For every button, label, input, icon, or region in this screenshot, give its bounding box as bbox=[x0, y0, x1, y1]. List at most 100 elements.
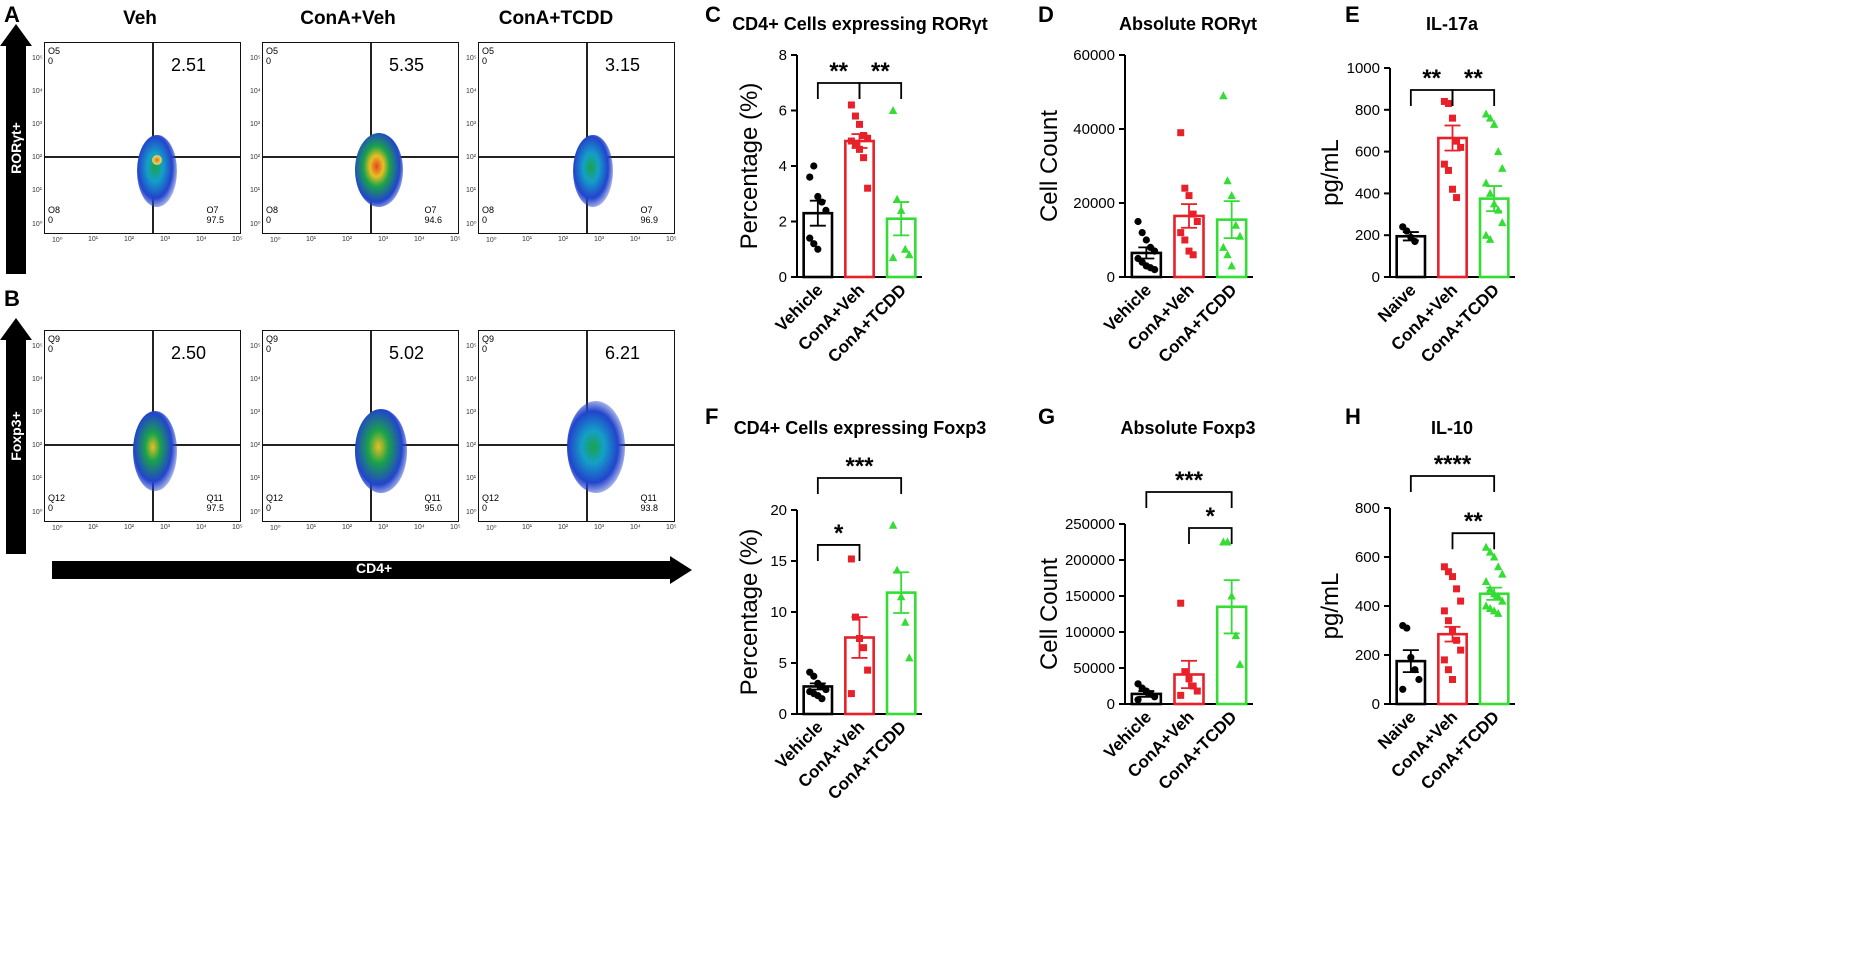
ror-axis-arrow bbox=[0, 24, 32, 274]
data-point bbox=[1444, 166, 1452, 174]
flow-y-tick-label: 10⁴ bbox=[466, 88, 477, 95]
quadrant-label: Q9 bbox=[266, 334, 279, 344]
data-point bbox=[1231, 220, 1241, 229]
quadrant-value: 0 bbox=[266, 215, 272, 225]
flow-y-tick-label: 10⁵ bbox=[466, 55, 477, 62]
data-point bbox=[1489, 606, 1499, 615]
data-point bbox=[1444, 666, 1452, 674]
flow-y-tick-label: 10⁰ bbox=[32, 221, 43, 228]
data-point bbox=[1185, 192, 1193, 200]
data-point bbox=[818, 695, 826, 703]
flow-y-tick-label: 10¹ bbox=[466, 187, 477, 194]
y-axis-label: pg/mL bbox=[1317, 139, 1344, 206]
data-point bbox=[864, 184, 872, 192]
data-point bbox=[1440, 656, 1448, 664]
flow-y-tick-label: 10³ bbox=[250, 121, 261, 128]
data-point bbox=[1457, 646, 1465, 654]
data-point bbox=[818, 198, 826, 206]
y-tick-label: 400 bbox=[1355, 185, 1380, 202]
data-point bbox=[860, 154, 868, 162]
data-point bbox=[822, 206, 830, 214]
flow-x-tick-label: 10⁴ bbox=[414, 524, 425, 531]
flow-y-tick-label: 10¹ bbox=[466, 475, 477, 482]
data-point bbox=[1449, 573, 1456, 581]
data-point bbox=[856, 145, 863, 153]
quadrant-label: Q11 bbox=[424, 493, 441, 503]
data-point bbox=[1142, 236, 1150, 244]
flow-x-tick-label: 10³ bbox=[378, 236, 389, 243]
significance-bracket bbox=[1145, 491, 1233, 508]
data-point bbox=[1231, 631, 1241, 640]
significance-bracket bbox=[1451, 532, 1496, 550]
flow-y-tick-label: 10¹ bbox=[250, 187, 261, 194]
flow-y-tick-label: 10⁵ bbox=[32, 343, 43, 350]
data-point bbox=[1449, 185, 1456, 193]
quadrant-label: O7 bbox=[424, 205, 437, 215]
y-axis-label: Cell Count bbox=[1036, 110, 1063, 222]
y-tick-label: 20000 bbox=[1073, 195, 1115, 212]
flow-x-tick-label: 10² bbox=[558, 524, 569, 531]
panel-letter-a: A bbox=[4, 2, 20, 27]
flow-y-tick-label: 10¹ bbox=[32, 475, 43, 482]
quadrant-value: 0 bbox=[48, 503, 54, 513]
flow-column-title-conaveh: ConA+Veh bbox=[300, 8, 396, 29]
flow-y-tick-label: 10⁰ bbox=[250, 221, 261, 228]
data-point bbox=[1134, 696, 1142, 704]
quadrant-label: O8 bbox=[482, 205, 495, 215]
flow-x-tick-label: 10³ bbox=[378, 524, 389, 531]
quadrant-label: Q11 bbox=[206, 493, 223, 503]
panel-letter-b: B bbox=[4, 286, 20, 311]
chart-title: Absolute Foxp3 bbox=[1120, 418, 1255, 438]
flow-x-tick-label: 10¹ bbox=[88, 524, 99, 531]
data-point bbox=[1489, 552, 1499, 561]
flow-x-tick-label: 10⁰ bbox=[486, 237, 497, 244]
data-point bbox=[905, 250, 914, 259]
quadrant-label: O5 bbox=[482, 46, 495, 56]
flow-x-tick-label: 10² bbox=[124, 236, 135, 243]
data-point bbox=[1494, 147, 1503, 156]
flow-x-tick-label: 10¹ bbox=[306, 236, 317, 243]
significance-label: ** bbox=[829, 58, 848, 85]
flow-x-tick-label: 10⁵ bbox=[450, 236, 461, 243]
data-point bbox=[888, 253, 898, 262]
chart-title: IL-10 bbox=[1431, 418, 1473, 438]
quadrant-value: 0 bbox=[48, 215, 54, 225]
data-point bbox=[1498, 163, 1507, 172]
data-point bbox=[1219, 91, 1228, 100]
panel-letter: G bbox=[1038, 404, 1055, 429]
y-tick-label: 10 bbox=[770, 604, 787, 621]
data-point bbox=[847, 137, 855, 145]
quadrant-value: 0 bbox=[266, 56, 272, 66]
flow-x-tick-label: 10¹ bbox=[522, 236, 533, 243]
significance-bracket bbox=[816, 544, 861, 561]
data-point bbox=[1193, 687, 1201, 695]
data-point bbox=[1481, 178, 1491, 187]
y-tick-label: 600 bbox=[1355, 549, 1380, 566]
data-point bbox=[864, 666, 872, 674]
y-tick-label: 6 bbox=[779, 103, 787, 120]
significance-label: * bbox=[834, 520, 844, 547]
significance-label: **** bbox=[1434, 451, 1472, 478]
data-point bbox=[810, 672, 818, 680]
data-point bbox=[1485, 113, 1495, 122]
quadrant-label: O5 bbox=[48, 46, 61, 56]
y-tick-label: 0 bbox=[779, 269, 787, 286]
flow-x-tick-label: 10² bbox=[558, 236, 569, 243]
panel-letter: F bbox=[705, 404, 718, 429]
quadrant-label: Q12 bbox=[266, 493, 284, 503]
data-point bbox=[1453, 585, 1461, 593]
quadrant-value: 94.6 bbox=[424, 215, 442, 225]
data-point bbox=[1498, 596, 1507, 605]
data-point bbox=[1223, 176, 1232, 185]
y-tick-label: 8 bbox=[779, 47, 787, 64]
panel-letter: C bbox=[705, 2, 721, 27]
data-point bbox=[1449, 676, 1456, 683]
flow-percent: 5.02 bbox=[388, 343, 424, 363]
flow-y-tick-label: 10⁴ bbox=[32, 376, 43, 383]
y-tick-label: 40000 bbox=[1073, 121, 1115, 138]
data-point bbox=[888, 106, 898, 114]
quadrant-value: 96.9 bbox=[640, 215, 658, 225]
y-axis-label: Percentage (%) bbox=[736, 529, 763, 696]
quadrant-label: O7 bbox=[640, 205, 653, 215]
significance-bracket bbox=[1188, 527, 1233, 544]
